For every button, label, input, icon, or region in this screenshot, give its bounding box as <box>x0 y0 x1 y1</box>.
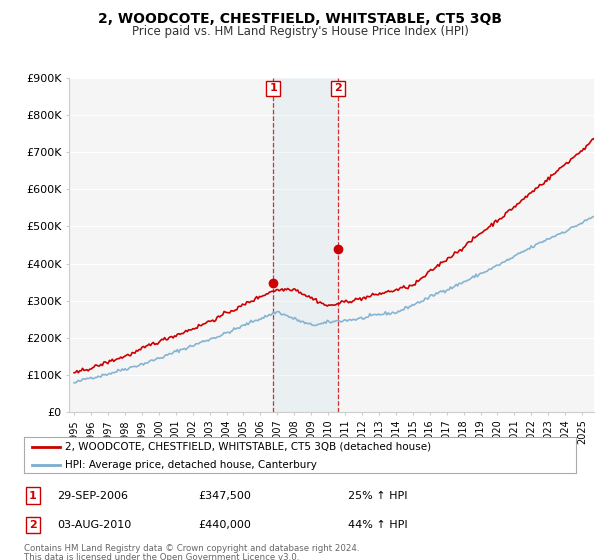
Text: 03-AUG-2010: 03-AUG-2010 <box>57 520 131 530</box>
Text: 2, WOODCOTE, CHESTFIELD, WHITSTABLE, CT5 3QB (detached house): 2, WOODCOTE, CHESTFIELD, WHITSTABLE, CT5… <box>65 442 431 452</box>
Text: 2: 2 <box>29 520 37 530</box>
Text: 1: 1 <box>269 83 277 94</box>
Text: 25% ↑ HPI: 25% ↑ HPI <box>348 491 407 501</box>
Text: 29-SEP-2006: 29-SEP-2006 <box>57 491 128 501</box>
Text: £440,000: £440,000 <box>198 520 251 530</box>
Text: 44% ↑ HPI: 44% ↑ HPI <box>348 520 407 530</box>
Text: 2, WOODCOTE, CHESTFIELD, WHITSTABLE, CT5 3QB: 2, WOODCOTE, CHESTFIELD, WHITSTABLE, CT5… <box>98 12 502 26</box>
Text: This data is licensed under the Open Government Licence v3.0.: This data is licensed under the Open Gov… <box>24 553 299 560</box>
Text: Contains HM Land Registry data © Crown copyright and database right 2024.: Contains HM Land Registry data © Crown c… <box>24 544 359 553</box>
Text: 1: 1 <box>29 491 37 501</box>
Text: Price paid vs. HM Land Registry's House Price Index (HPI): Price paid vs. HM Land Registry's House … <box>131 25 469 38</box>
Text: £347,500: £347,500 <box>198 491 251 501</box>
Text: 2: 2 <box>334 83 342 94</box>
Text: HPI: Average price, detached house, Canterbury: HPI: Average price, detached house, Cant… <box>65 460 317 470</box>
Bar <box>273 78 338 412</box>
